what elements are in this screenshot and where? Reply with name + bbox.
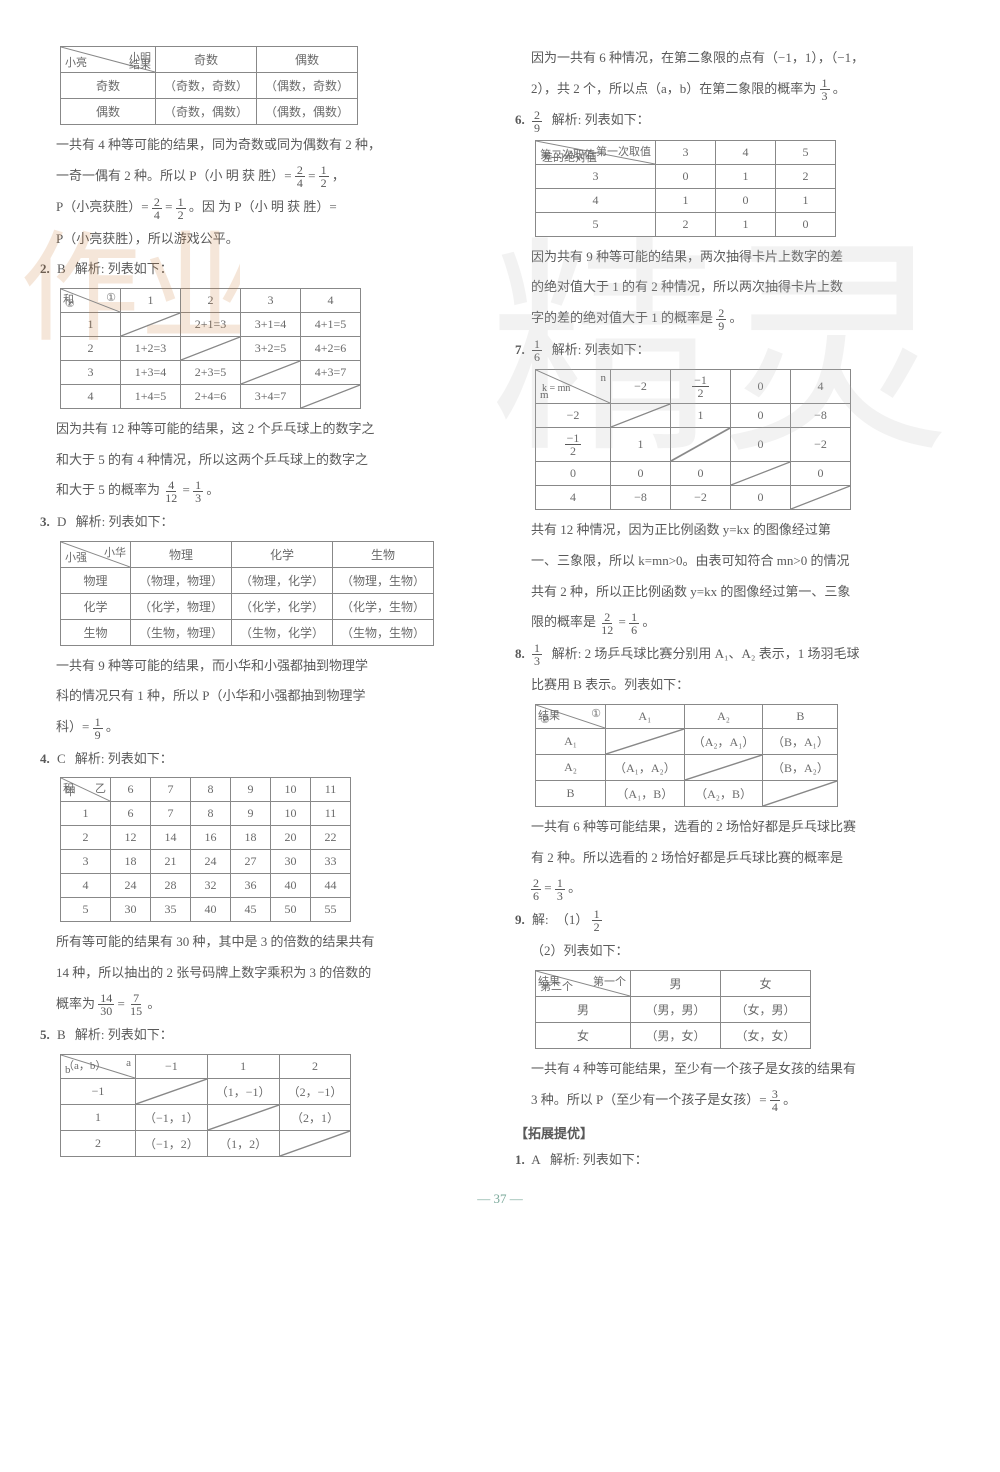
q5: 5. B 解析: 列表如下：	[40, 1023, 485, 1048]
right-column: 因为一共有 6 种情况，在第二象限的点有（−1，1），（−1， 2），共 2 个…	[515, 40, 960, 1179]
para: 26 = 13 。	[531, 876, 960, 902]
q9: 9. 解: （1） 12	[515, 908, 960, 934]
para: 一共有 9 种等可能的结果，而小华和小强都抽到物理学	[56, 654, 485, 679]
table-9: 结果 第一个 第二个 男 女 男（男，男）（女，男） 女（男，女）（女，女）	[535, 970, 811, 1049]
para: 科的情况只有 1 种，所以 P（小华和小强都抽到物理学	[56, 684, 485, 709]
para: 因为共有 9 种等可能的结果，两次抽得卡片上数字的差	[531, 245, 960, 270]
para: 限的概率是 212 = 16 。	[531, 610, 960, 636]
para: 的绝对值大于 1 的有 2 种情况，所以两次抽得卡片上数	[531, 275, 960, 300]
left-column: 小明 结果 小亮 奇数 偶数 奇数（奇数，奇数）（偶数，奇数） 偶数（奇数，偶数…	[40, 40, 485, 1179]
extension-heading: 【拓展提优】	[515, 1123, 960, 1142]
para: 一共有 4 种等可能的结果，同为奇数或同为偶数有 2 种，	[56, 133, 485, 158]
q6: 6. 29 解析: 列表如下：	[515, 108, 960, 134]
table-3: 小华 小强 物理 化学 生物 物理（物理，物理）（物理，化学）（物理，生物） 化…	[60, 541, 434, 646]
para: P（小亮获胜）= 24 = 12 。因 为 P（小 明 获 胜）=	[56, 195, 485, 221]
q3: 3. D 解析: 列表如下：	[40, 510, 485, 535]
para: 因为共有 12 种等可能的结果，这 2 个乒乓球上的数字之	[56, 417, 485, 442]
table-2: 和 ① ② 1 2 3 4 12+1=33+1=44+1=5 21+2=33+2…	[60, 288, 361, 409]
para: 一、三象限，所以 k=mn>0。由表可知符合 mn>0 的情况	[531, 549, 960, 574]
para: 2），共 2 个，所以点（a，b）在第二象限的概率为 13 。	[531, 77, 960, 103]
para: 科）= 19 。	[56, 715, 485, 741]
para: （2）列表如下：	[531, 939, 960, 964]
para: 和大于 5 的有 4 种情况，所以这两个乒乓球上的数字之	[56, 448, 485, 473]
para: 一奇一偶有 2 种。所以 P（小 明 获 胜）= 24 = 12 ，	[56, 164, 485, 190]
ext-q1: 1. A 解析: 列表如下：	[515, 1148, 960, 1173]
para: 3 种。所以 P（至少有一个孩子是女孩）= 34 。	[531, 1088, 960, 1114]
table-4: 积 乙 甲 67 89 1011 167891011 2121416182022…	[60, 777, 351, 922]
q8: 8. 13 解析: 2 场乒乓球比赛分别用 A₁、A₂ 表示，1 场羽毛球	[515, 642, 960, 668]
q7: 7. 16 解析: 列表如下：	[515, 338, 960, 364]
table-5: （a，b） a b −1 1 2 −1（1，−1）（2，−1） 1（−1，1）（…	[60, 1054, 351, 1157]
para: 一共有 6 种等可能结果，选看的 2 场恰好都是乒乓球比赛	[531, 815, 960, 840]
table-1: 小明 结果 小亮 奇数 偶数 奇数（奇数，奇数）（偶数，奇数） 偶数（奇数，偶数…	[60, 46, 358, 125]
q4: 4. C 解析: 列表如下：	[40, 747, 485, 772]
para: 共有 12 种情况，因为正比例函数 y=kx 的图像经过第	[531, 518, 960, 543]
para: 因为一共有 6 种情况，在第二象限的点有（−1，1），（−1，	[531, 46, 960, 71]
table-6: 第一次取值 差的绝对值 第二次取值 3 4 5 3012 4101 5210	[535, 140, 836, 237]
para: 共有 2 种，所以正比例函数 y=kx 的图像经过第一、三象	[531, 580, 960, 605]
para: 一共有 4 种等可能结果，至少有一个孩子是女孩的结果有	[531, 1057, 960, 1082]
table-8: 结果 ① ② A₁ A₂ B A₁（A₂，A₁）（B，A₁） A₂（A₁，A₂）…	[535, 704, 838, 807]
para: 所有等可能的结果有 30 种，其中是 3 的倍数的结果共有	[56, 930, 485, 955]
para: 和大于 5 的概率为 412 = 13 。	[56, 478, 485, 504]
para: 字的差的绝对值大于 1 的概率是 29 。	[531, 306, 960, 332]
para: P（小亮获胜），所以游戏公平。	[56, 227, 485, 252]
para: 概率为 1430 = 715 。	[56, 992, 485, 1018]
para: 有 2 种。所以选看的 2 场恰好都是乒乓球比赛的概率是	[531, 846, 960, 871]
para: 比赛用 B 表示。列表如下：	[531, 673, 960, 698]
table-7: n k = mn m −2 −12 0 4 −210−8 −1210−2 000…	[535, 369, 851, 510]
para: 14 种，所以抽出的 2 张号码牌上数字乘积为 3 的倍数的	[56, 961, 485, 986]
page-number: — 37 —	[40, 1191, 960, 1207]
q2: 2. B 解析: 列表如下：	[40, 257, 485, 282]
